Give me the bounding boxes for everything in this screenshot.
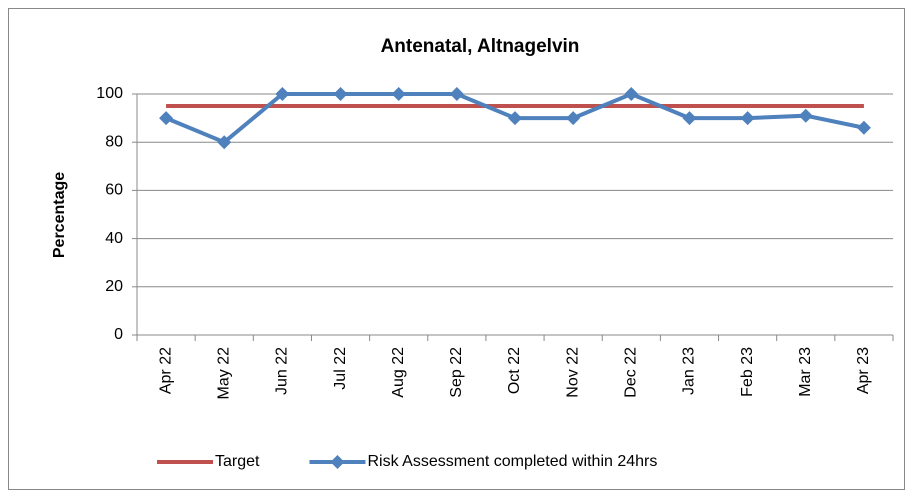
- data-point: [508, 111, 522, 126]
- y-tick-label: 60: [105, 182, 123, 199]
- data-point: [333, 87, 348, 101]
- data-point: [391, 87, 406, 101]
- x-tick-label: Jun 22: [274, 347, 291, 395]
- y-tick-label: 80: [105, 133, 123, 150]
- y-tick-label: 20: [105, 278, 123, 295]
- x-tick-label: Oct 22: [506, 347, 523, 394]
- x-tick-label: Dec 22: [623, 347, 640, 398]
- legend-label: Risk Assessment completed within 24hrs: [367, 453, 657, 470]
- x-tick-label: Aug 22: [390, 347, 407, 398]
- data-point: [566, 111, 581, 126]
- x-tick-label: Feb 23: [739, 347, 756, 397]
- x-tick-label: Jan 23: [681, 347, 698, 395]
- x-tick-label: May 22: [215, 347, 232, 400]
- data-point: [217, 135, 232, 150]
- y-tick-label: 100: [96, 85, 123, 102]
- chart-border: [8, 8, 905, 490]
- legend-marker: [330, 455, 345, 469]
- y-tick-label: 40: [105, 230, 123, 247]
- y-axis-label: Percentage: [51, 172, 68, 258]
- x-tick-label: Jul 22: [332, 347, 349, 390]
- data-point: [159, 111, 174, 126]
- x-tick-label: Nov 22: [564, 347, 581, 398]
- data-point: [624, 87, 639, 101]
- data-point: [682, 111, 697, 126]
- y-tick-label: 0: [114, 326, 123, 343]
- legend-label: Target: [215, 453, 260, 470]
- data-point: [449, 87, 464, 101]
- x-tick-label: Apr 22: [157, 347, 174, 394]
- x-tick-label: Sep 22: [448, 347, 465, 398]
- data-point: [798, 108, 813, 123]
- chart-title: Antenatal, Altnagelvin: [381, 36, 580, 57]
- data-point: [856, 120, 871, 135]
- data-point: [740, 111, 755, 126]
- x-tick-label: Mar 23: [797, 347, 814, 397]
- x-tick-label: Apr 23: [855, 347, 872, 394]
- data-point: [275, 87, 290, 101]
